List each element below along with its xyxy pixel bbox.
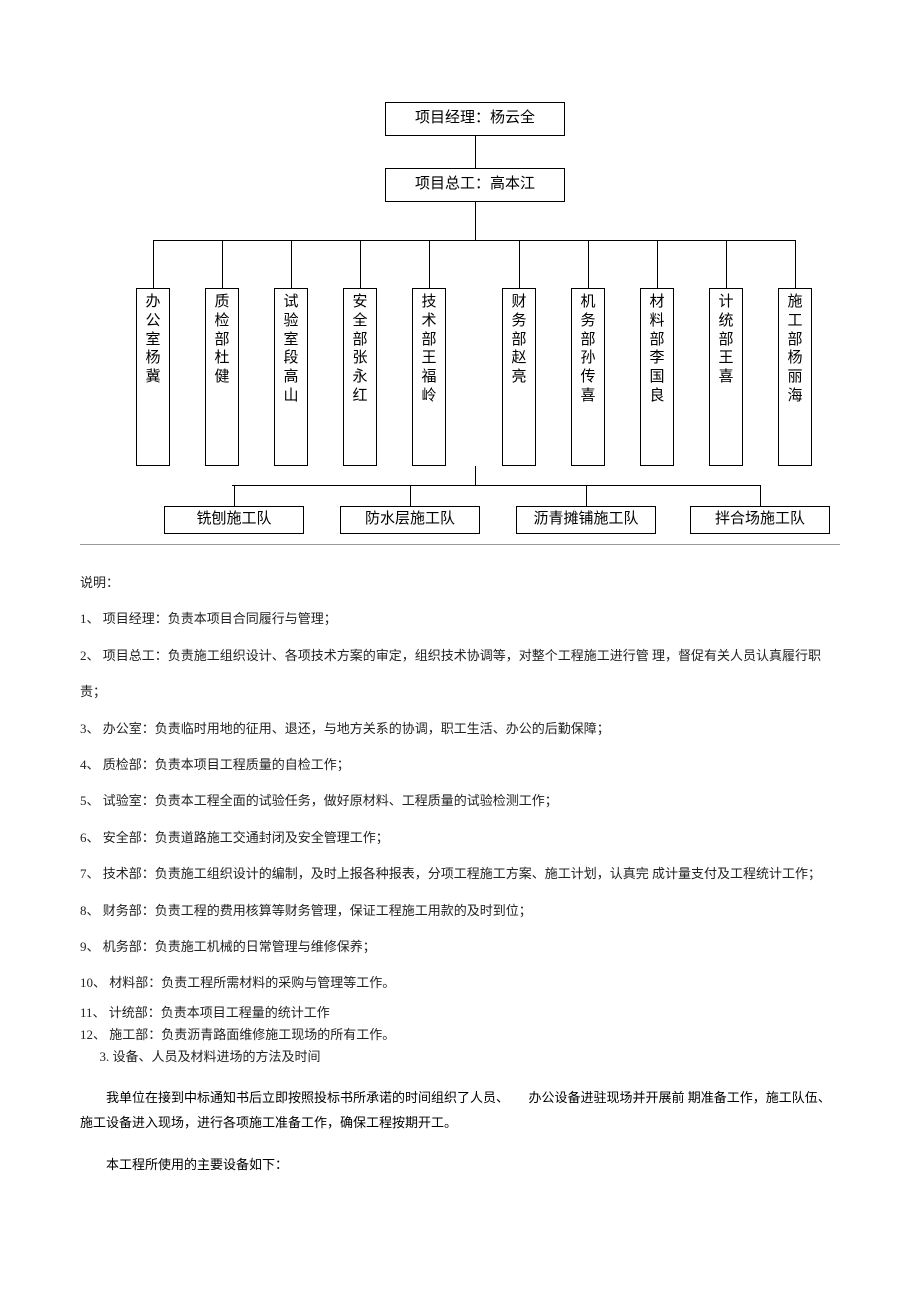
dept-char: 全 bbox=[352, 312, 367, 331]
node-project-manager: 项目经理：杨云全 bbox=[385, 102, 565, 136]
dept-char: 李 bbox=[649, 349, 664, 368]
dept-char: 杜 bbox=[214, 349, 229, 368]
description-text: 说明： 1、 项目经理：负责本项目合同履行与管理； 2、 项目总工：负责施工组织… bbox=[80, 565, 840, 1068]
team-paving: 沥青摊铺施工队 bbox=[516, 506, 656, 534]
dept-char: 公 bbox=[145, 312, 160, 331]
dept-char: 赵 bbox=[511, 349, 526, 368]
dept-char: 财 bbox=[511, 293, 526, 312]
node-chief-engineer: 项目总工：高本江 bbox=[385, 168, 565, 202]
dept-char: 务 bbox=[511, 312, 526, 331]
desc-item: 2、 项目总工：负责施工组织设计、各项技术方案的审定，组织技术协调等，对整个工程… bbox=[80, 638, 840, 711]
desc-item: 5、 试验室：负责本工程全面的试验任务，做好原材料、工程质量的试验检测工作； bbox=[80, 783, 840, 819]
dept-safety: 安全部张永红 bbox=[343, 288, 377, 466]
dept-char: 健 bbox=[214, 368, 229, 387]
dept-char: 王 bbox=[718, 349, 733, 368]
dept-char: 材 bbox=[649, 293, 664, 312]
node-label: 项目总工：高本江 bbox=[415, 175, 535, 195]
desc-item: 3、 办公室：负责临时用地的征用、退还，与地方关系的协调，职工生活、办公的后勤保… bbox=[80, 711, 840, 747]
team-milling: 铣刨施工队 bbox=[164, 506, 304, 534]
desc-item: 6、 安全部：负责道路施工交通封闭及安全管理工作； bbox=[80, 820, 840, 856]
dept-char: 福 bbox=[421, 368, 436, 387]
desc-item: 9、 机务部：负责施工机械的日常管理与维修保养； bbox=[80, 929, 840, 965]
paragraph-1: 我单位在接到中标通知书后立即按照投标书所承诺的时间组织了人员、 办公设备进驻现场… bbox=[80, 1086, 840, 1135]
dept-char: 段 bbox=[283, 349, 298, 368]
dept-char: 部 bbox=[352, 331, 367, 350]
dept-char: 安 bbox=[352, 293, 367, 312]
dept-char: 喜 bbox=[580, 387, 595, 406]
dept-char: 计 bbox=[718, 293, 733, 312]
node-label: 项目经理：杨云全 bbox=[415, 109, 535, 129]
dept-char: 永 bbox=[352, 368, 367, 387]
dept-char: 杨 bbox=[145, 349, 160, 368]
dept-office: 办公室杨冀 bbox=[136, 288, 170, 466]
dept-char: 试 bbox=[283, 293, 298, 312]
org-chart: 项目经理：杨云全 项目总工：高本江 办公室杨冀 质检部杜健 试验室段高山 安全部… bbox=[80, 90, 840, 545]
node-label: 铣刨施工队 bbox=[196, 510, 271, 530]
dept-char: 部 bbox=[787, 331, 802, 350]
dept-char: 验 bbox=[283, 312, 298, 331]
dept-char: 良 bbox=[649, 387, 664, 406]
dept-char: 技 bbox=[421, 293, 436, 312]
dept-char: 高 bbox=[283, 368, 298, 387]
desc-item: 4、 质检部：负责本项目工程质量的自检工作； bbox=[80, 747, 840, 783]
dept-char: 孙 bbox=[580, 349, 595, 368]
dept-char: 质 bbox=[214, 293, 229, 312]
dept-char: 喜 bbox=[718, 368, 733, 387]
team-mixing: 拌合场施工队 bbox=[690, 506, 830, 534]
team-waterproof: 防水层施工队 bbox=[340, 506, 480, 534]
dept-char: 办 bbox=[145, 293, 160, 312]
dept-char: 王 bbox=[421, 349, 436, 368]
dept-char: 部 bbox=[718, 331, 733, 350]
dept-char: 室 bbox=[145, 331, 160, 350]
dept-char: 施 bbox=[787, 293, 802, 312]
dept-char: 术 bbox=[421, 312, 436, 331]
dept-char: 统 bbox=[718, 312, 733, 331]
dept-char: 料 bbox=[649, 312, 664, 331]
desc-item: 10、 材料部：负责工程所需材料的采购与管理等工作。 bbox=[80, 965, 840, 1001]
dept-char: 工 bbox=[787, 312, 802, 331]
desc-item: 7、 技术部：负责施工组织设计的编制，及时上报各种报表，分项工程施工方案、施工计… bbox=[80, 856, 840, 892]
paragraph-2: 本工程所使用的主要设备如下： bbox=[80, 1153, 840, 1178]
dept-char: 传 bbox=[580, 368, 595, 387]
dept-char: 杨 bbox=[787, 349, 802, 368]
dept-tech: 技术部王福岭 bbox=[412, 288, 446, 466]
dept-char: 张 bbox=[352, 349, 367, 368]
dept-char: 海 bbox=[787, 387, 802, 406]
dept-machinery: 机务部孙传喜 bbox=[571, 288, 605, 466]
dept-char: 机 bbox=[580, 293, 595, 312]
desc-item: 11、 计统部：负责本项目工程量的统计工作 bbox=[80, 1002, 840, 1024]
node-label: 拌合场施工队 bbox=[715, 510, 805, 530]
dept-char: 部 bbox=[214, 331, 229, 350]
dept-char: 部 bbox=[580, 331, 595, 350]
dept-char: 山 bbox=[283, 387, 298, 406]
dept-char: 检 bbox=[214, 312, 229, 331]
dept-construction: 施工部杨丽海 bbox=[778, 288, 812, 466]
dept-char: 部 bbox=[511, 331, 526, 350]
dept-statistics: 计统部王喜 bbox=[709, 288, 743, 466]
dept-char: 务 bbox=[580, 312, 595, 331]
desc-item: 8、 财务部：负责工程的费用核算等财务管理，保证工程施工用款的及时到位； bbox=[80, 893, 840, 929]
dept-char: 丽 bbox=[787, 368, 802, 387]
dept-char: 室 bbox=[283, 331, 298, 350]
dept-char: 红 bbox=[352, 387, 367, 406]
desc-heading: 说明： bbox=[80, 565, 840, 601]
dept-quality: 质检部杜健 bbox=[205, 288, 239, 466]
dept-lab: 试验室段高山 bbox=[274, 288, 308, 466]
dept-char: 国 bbox=[649, 368, 664, 387]
dept-char: 部 bbox=[649, 331, 664, 350]
dept-char: 亮 bbox=[511, 368, 526, 387]
node-label: 沥青摊铺施工队 bbox=[533, 510, 638, 530]
desc-item: 1、 项目经理：负责本项目合同履行与管理； bbox=[80, 601, 840, 637]
desc-item: 12、 施工部：负责沥青路面维修施工现场的所有工作。 bbox=[80, 1024, 840, 1046]
section-3-title: 3. 设备、人员及材料进场的方法及时间 bbox=[80, 1046, 840, 1068]
dept-char: 冀 bbox=[145, 368, 160, 387]
dept-char: 部 bbox=[421, 331, 436, 350]
node-label: 防水层施工队 bbox=[365, 510, 455, 530]
dept-char: 岭 bbox=[421, 387, 436, 406]
dept-materials: 材料部李国良 bbox=[640, 288, 674, 466]
dept-finance: 财务部赵亮 bbox=[502, 288, 536, 466]
